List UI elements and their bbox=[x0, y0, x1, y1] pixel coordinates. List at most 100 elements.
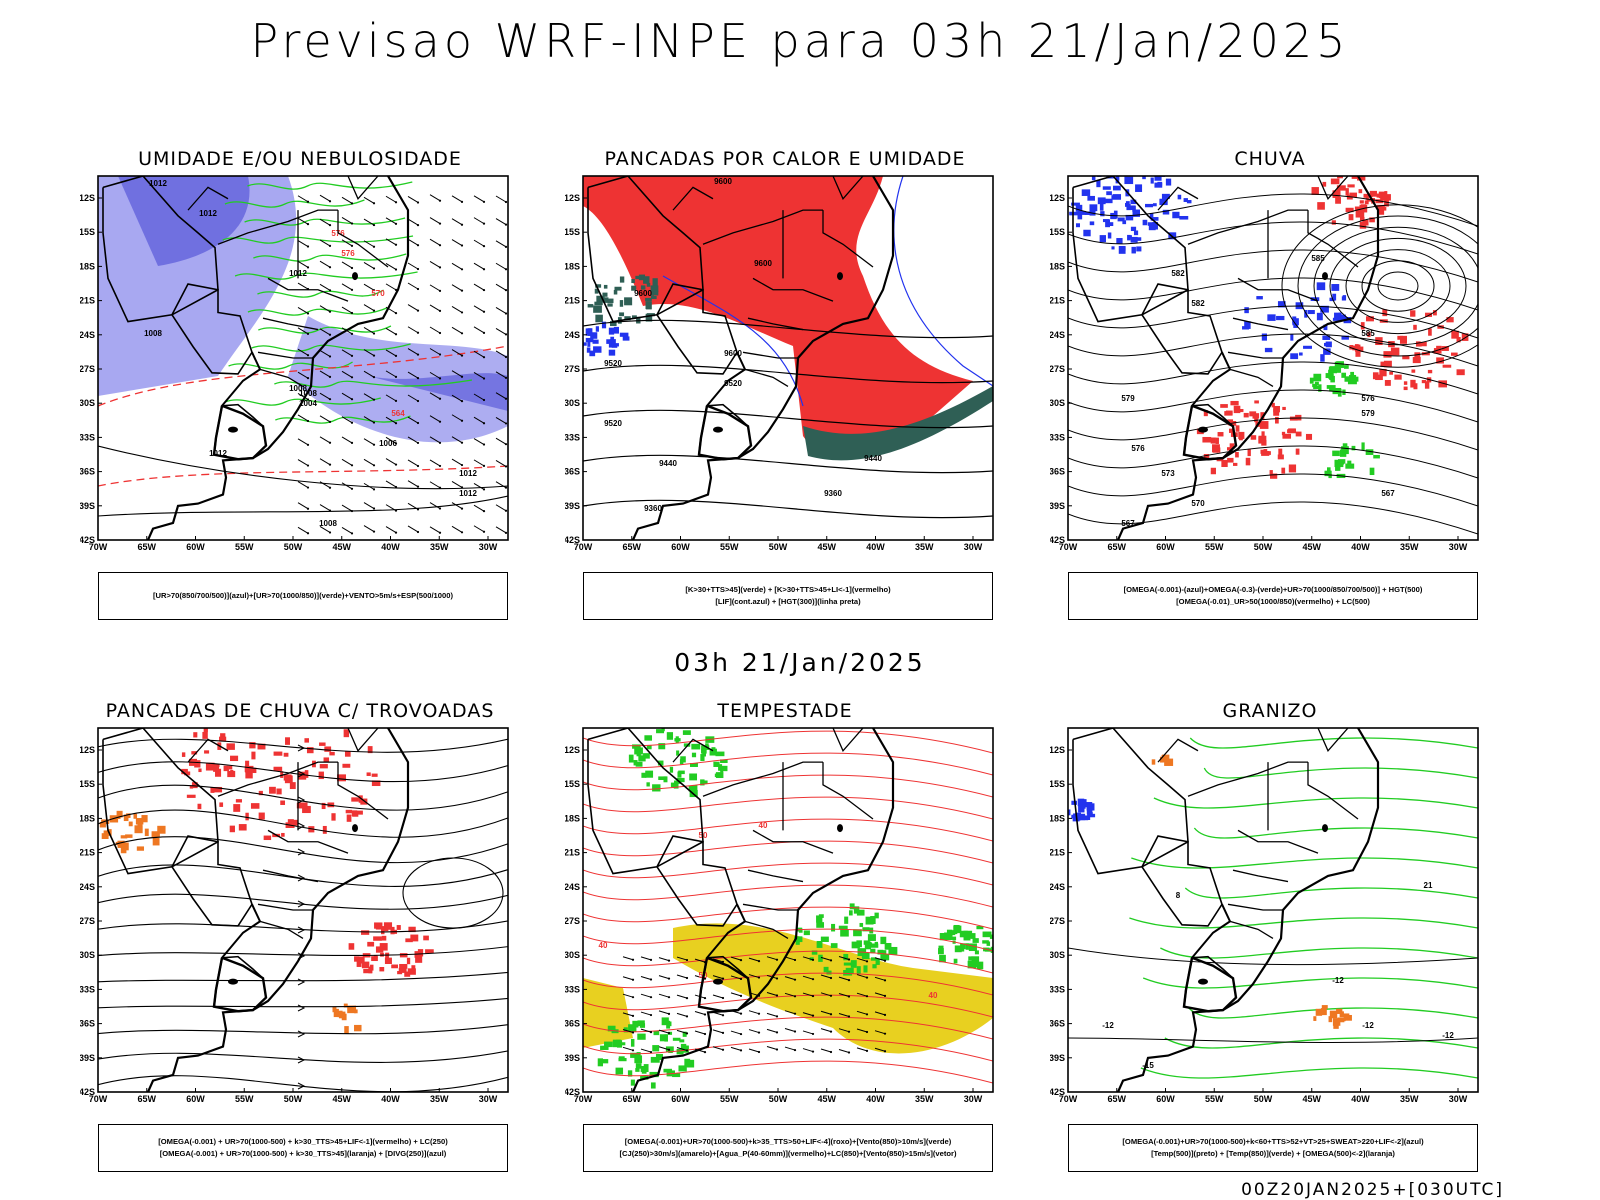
lat-label: 39S bbox=[1050, 501, 1065, 511]
wind-vector-head bbox=[631, 996, 635, 999]
wind-vector bbox=[429, 348, 441, 355]
rain-blue bbox=[1341, 335, 1349, 340]
wind-green bbox=[645, 770, 654, 778]
wind-green bbox=[630, 1052, 638, 1058]
wind-vector bbox=[784, 956, 796, 961]
legend-tempestade: [OMEGA(-0.001)+UR>70(1000-500)+k>35_TTS>… bbox=[583, 1124, 993, 1172]
wind-vector bbox=[874, 976, 886, 981]
state-border bbox=[822, 762, 874, 820]
rain-blue bbox=[1115, 176, 1120, 180]
lat-label: 30S bbox=[80, 398, 95, 408]
wind-vector bbox=[297, 282, 309, 290]
rain-red bbox=[1450, 352, 1458, 356]
state-border bbox=[1317, 176, 1349, 200]
wind-vector bbox=[341, 436, 353, 444]
wind-vector-head bbox=[721, 1048, 725, 1051]
streamline-arrow bbox=[297, 796, 306, 804]
calor-green-speckle bbox=[638, 274, 646, 281]
wind-vector-head bbox=[883, 1032, 887, 1035]
wind-green bbox=[845, 967, 854, 974]
wind-vector-head bbox=[865, 1030, 869, 1034]
calor-blue-speckle bbox=[583, 342, 587, 346]
lon-label: 35W bbox=[430, 1094, 449, 1104]
calor-blue-speckle bbox=[619, 332, 629, 337]
rain-red bbox=[1233, 462, 1238, 466]
wind-green bbox=[703, 780, 708, 784]
reservoir bbox=[1322, 824, 1328, 833]
political-borders bbox=[587, 176, 895, 540]
lat-label: 33S bbox=[80, 432, 95, 442]
wind-vector-head bbox=[372, 443, 376, 446]
rain-green bbox=[1313, 373, 1322, 382]
wind-vector bbox=[856, 974, 868, 979]
rain-blue bbox=[1126, 204, 1131, 211]
rain-red bbox=[1288, 428, 1296, 434]
rain-red bbox=[1412, 357, 1421, 364]
wind-green bbox=[880, 936, 887, 945]
rain-green bbox=[1335, 466, 1341, 471]
temp500-contour bbox=[1068, 947, 1478, 966]
wind-vector bbox=[363, 393, 375, 401]
rain-green bbox=[1314, 381, 1319, 385]
storm-red bbox=[379, 943, 388, 951]
rain-red bbox=[1247, 449, 1251, 457]
wind-vector bbox=[363, 261, 375, 269]
storm-red bbox=[342, 763, 351, 768]
wind-vector-head bbox=[703, 1032, 707, 1036]
legend-line: [OMEGA(-0.001) + UR>70(1000-500) + k>30_… bbox=[158, 1137, 448, 1146]
lon-label: 50W bbox=[284, 1094, 303, 1104]
rain-red bbox=[1383, 360, 1392, 368]
lagoon bbox=[228, 426, 238, 433]
wind-green bbox=[882, 950, 887, 957]
wind-vector-head bbox=[703, 1051, 707, 1054]
wind-vector-head bbox=[394, 333, 398, 336]
wind-vector bbox=[451, 414, 463, 422]
storm-red bbox=[193, 732, 198, 738]
rain-blue bbox=[1113, 185, 1121, 191]
calor-blue-speckle bbox=[610, 336, 615, 342]
lagoon bbox=[228, 978, 238, 985]
calor-green-speckle bbox=[619, 276, 625, 283]
wind-vector-head bbox=[757, 1050, 761, 1054]
wind-green bbox=[968, 956, 973, 961]
wind-vector-head bbox=[438, 531, 442, 534]
wind-vector bbox=[784, 1010, 796, 1015]
wind-vector-head bbox=[667, 959, 671, 962]
wind-vector-head bbox=[865, 995, 869, 998]
contour-label: 567 bbox=[1121, 519, 1135, 528]
wind-vector bbox=[319, 415, 331, 423]
rain-red bbox=[1411, 369, 1416, 373]
wind-vector bbox=[407, 326, 419, 334]
wind-vector-head bbox=[775, 1031, 779, 1034]
contour-label: 1012 bbox=[459, 489, 477, 498]
storm-red bbox=[358, 956, 365, 964]
rain-blue bbox=[1159, 198, 1168, 206]
rain-blue bbox=[1292, 316, 1297, 324]
rain-green bbox=[1334, 459, 1344, 468]
rain-red bbox=[1254, 400, 1259, 404]
state-border bbox=[259, 368, 304, 387]
wind-green bbox=[666, 1020, 671, 1029]
rain-blue bbox=[1165, 178, 1172, 186]
wind-vector bbox=[712, 1029, 724, 1034]
jet-yellow bbox=[583, 978, 633, 1048]
storm-red bbox=[322, 825, 327, 834]
wind-vector-head bbox=[394, 442, 398, 445]
calor-green-speckle bbox=[646, 282, 651, 287]
hail-orange bbox=[1339, 1011, 1344, 1018]
rain-blue bbox=[1162, 209, 1170, 215]
hgt500-contour bbox=[1068, 305, 1478, 339]
wind-vector-head bbox=[460, 244, 464, 247]
panel-title: UMIDADE E/OU NEBULOSIDADE bbox=[138, 148, 462, 170]
streamline-loop bbox=[402, 857, 504, 929]
rain-red bbox=[1358, 346, 1364, 352]
wind-vector bbox=[495, 262, 507, 270]
wind-vector bbox=[676, 974, 688, 979]
pw-red-contour bbox=[583, 928, 993, 952]
wind-vector bbox=[319, 350, 331, 357]
wind-vector-head bbox=[847, 995, 851, 998]
rh-green-contour bbox=[247, 181, 413, 190]
rain-red bbox=[1212, 449, 1219, 453]
rain-green bbox=[1328, 474, 1332, 479]
wind-vector-head bbox=[631, 958, 635, 961]
